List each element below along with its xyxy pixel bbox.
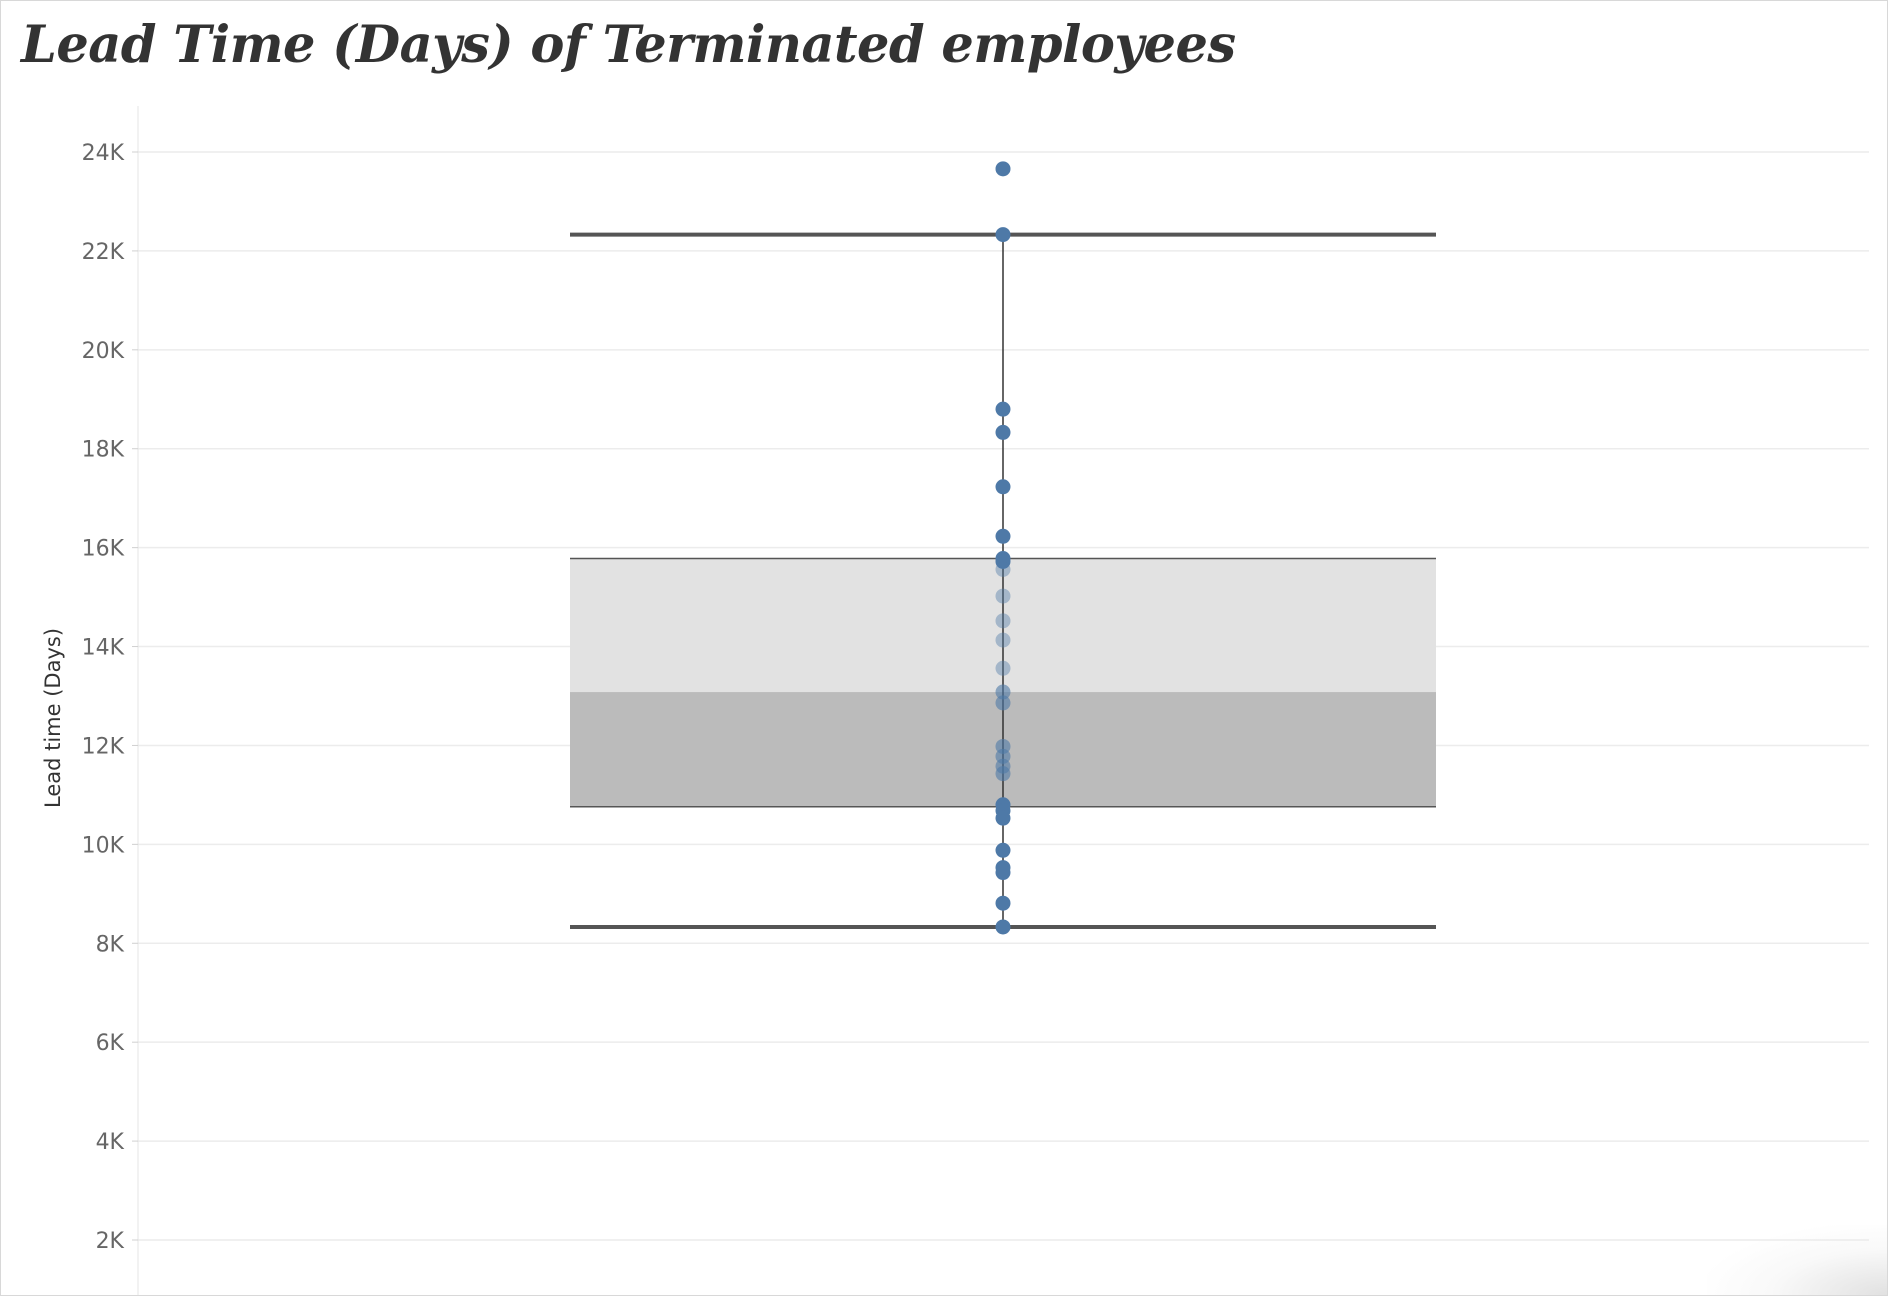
data-point <box>995 810 1011 826</box>
data-point <box>995 865 1011 881</box>
data-point <box>995 632 1011 648</box>
data-point <box>995 528 1011 544</box>
data-point <box>995 588 1011 604</box>
chart-title: Lead Time (Days) of Terminated employees <box>21 15 1236 75</box>
data-point <box>995 161 1011 177</box>
y-tick-label: 24K <box>82 141 125 166</box>
data-point <box>995 424 1011 440</box>
data-point <box>995 401 1011 417</box>
data-point <box>995 842 1011 858</box>
data-points <box>995 161 1011 935</box>
y-tick-label: 18K <box>82 438 125 463</box>
y-tick-label: 14K <box>82 636 125 661</box>
data-point <box>995 895 1011 911</box>
data-point <box>995 561 1011 577</box>
y-tick-label: 20K <box>82 339 125 364</box>
data-point <box>995 684 1011 700</box>
data-point <box>995 766 1011 782</box>
y-tick-label: 12K <box>82 734 125 759</box>
y-tick-label: 22K <box>82 240 125 265</box>
y-tick-label: 8K <box>96 932 125 957</box>
data-point <box>995 553 1011 569</box>
y-tick-label: 16K <box>82 537 125 562</box>
y-axis: 2K 4K 6K 8K 10K 12K 14K 16K 18K 20K 22K 24K Lead tim… <box>41 106 139 1295</box>
y-tick-label: 2K <box>96 1229 125 1254</box>
y-axis-label: Lead time (Days) <box>41 628 65 808</box>
data-point <box>995 660 1011 676</box>
y-tick-label: 4K <box>96 1130 125 1155</box>
y-tick-label: 10K <box>82 833 125 858</box>
data-point <box>995 695 1011 711</box>
data-point <box>995 919 1011 935</box>
data-point <box>995 227 1011 243</box>
data-point <box>995 479 1011 495</box>
y-tick-label: 6K <box>96 1031 125 1056</box>
data-point <box>995 613 1011 629</box>
